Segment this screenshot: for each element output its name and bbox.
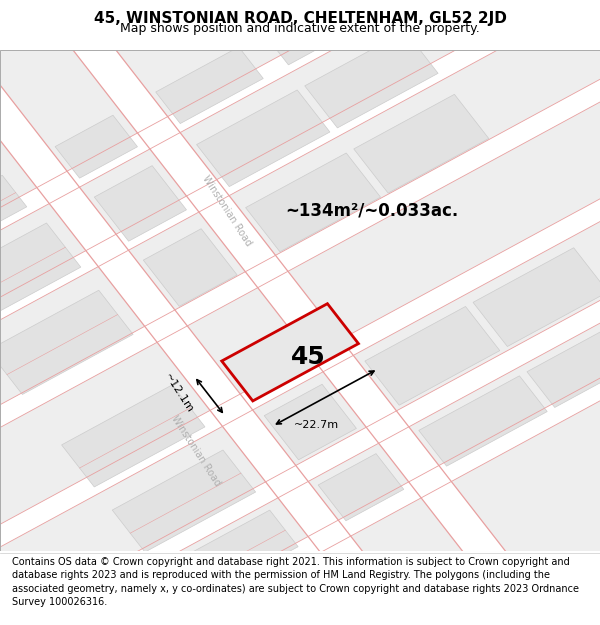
Polygon shape bbox=[156, 47, 263, 124]
Polygon shape bbox=[37, 224, 600, 622]
Polygon shape bbox=[527, 317, 600, 408]
Polygon shape bbox=[0, 152, 600, 551]
Text: Map shows position and indicative extent of the property.: Map shows position and indicative extent… bbox=[120, 22, 480, 35]
Text: 45: 45 bbox=[291, 346, 325, 369]
Polygon shape bbox=[318, 454, 404, 521]
Polygon shape bbox=[365, 306, 500, 405]
Polygon shape bbox=[264, 0, 389, 65]
Polygon shape bbox=[55, 115, 137, 178]
Polygon shape bbox=[94, 166, 187, 241]
Text: 45, WINSTONIAN ROAD, CHELTENHAM, GL52 2JD: 45, WINSTONIAN ROAD, CHELTENHAM, GL52 2J… bbox=[94, 11, 506, 26]
Polygon shape bbox=[0, 290, 133, 394]
Polygon shape bbox=[0, 175, 27, 261]
Polygon shape bbox=[0, 0, 525, 328]
Polygon shape bbox=[264, 384, 356, 460]
Polygon shape bbox=[79, 279, 600, 625]
Polygon shape bbox=[0, 223, 81, 328]
Polygon shape bbox=[143, 229, 237, 306]
Polygon shape bbox=[159, 510, 298, 607]
Text: Contains OS data © Crown copyright and database right 2021. This information is : Contains OS data © Crown copyright and d… bbox=[12, 557, 579, 607]
Polygon shape bbox=[197, 90, 330, 187]
Polygon shape bbox=[419, 376, 547, 466]
Text: ~134m²/~0.033ac.: ~134m²/~0.033ac. bbox=[286, 201, 458, 219]
Polygon shape bbox=[305, 31, 438, 128]
Polygon shape bbox=[245, 153, 380, 252]
Text: Winstonian Road: Winstonian Road bbox=[170, 413, 223, 488]
Polygon shape bbox=[16, 0, 536, 607]
Text: ~22.7m: ~22.7m bbox=[293, 420, 339, 430]
Polygon shape bbox=[0, 68, 600, 466]
Polygon shape bbox=[473, 248, 600, 346]
Polygon shape bbox=[112, 450, 256, 552]
Polygon shape bbox=[62, 385, 205, 487]
Text: ~12.1m: ~12.1m bbox=[162, 372, 194, 415]
Text: Winstonian Road: Winstonian Road bbox=[200, 174, 254, 248]
Polygon shape bbox=[354, 94, 489, 193]
Polygon shape bbox=[222, 304, 358, 401]
Polygon shape bbox=[0, 0, 574, 391]
Polygon shape bbox=[0, 15, 436, 625]
